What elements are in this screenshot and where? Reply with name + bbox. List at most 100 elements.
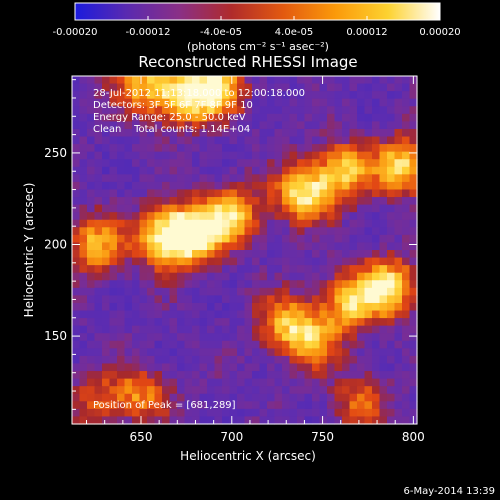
heatmap-cell (207, 272, 216, 281)
heatmap-cell (124, 136, 133, 145)
heatmap-cell (207, 348, 216, 357)
heatmap-cell (222, 310, 231, 319)
heatmap-cell (372, 371, 381, 380)
heatmap-cell (184, 189, 193, 198)
heatmap-cell (162, 302, 171, 312)
heatmap-cell (162, 242, 171, 251)
heatmap-cell (117, 174, 126, 183)
heatmap-cell (177, 242, 186, 251)
heatmap-cell (327, 302, 336, 312)
heatmap-cell (364, 257, 373, 266)
heatmap-cell (162, 318, 171, 327)
heatmap-cell (327, 166, 336, 175)
heatmap-cell (244, 242, 253, 251)
heatmap-cell (312, 310, 321, 319)
heatmap-cell (357, 393, 366, 402)
heatmap-cell (319, 250, 328, 259)
heatmap-cell (214, 401, 223, 410)
heatmap-cell (282, 393, 291, 402)
heatmap-cell (72, 371, 81, 380)
heatmap-cell (79, 189, 88, 198)
heatmap-cell (229, 189, 238, 198)
heatmap-cell (402, 76, 411, 85)
heatmap-cell (327, 204, 336, 213)
heatmap-cell (94, 242, 103, 251)
heatmap-cell (267, 302, 276, 312)
heatmap-cell (222, 98, 231, 107)
heatmap-cell (102, 250, 111, 259)
heatmap-cell (282, 212, 291, 221)
heatmap-cell (252, 318, 261, 327)
heatmap-cell (267, 113, 276, 122)
heatmap-cell (207, 416, 216, 425)
heatmap-cell (237, 348, 246, 357)
heatmap-cell (102, 181, 111, 191)
heatmap-cell (244, 363, 253, 372)
heatmap-cell (87, 91, 96, 100)
heatmap-cell (132, 98, 141, 107)
heatmap-cell (409, 227, 418, 236)
heatmap-cell (72, 181, 81, 191)
heatmap-cell (409, 355, 418, 365)
heatmap-cell (334, 333, 343, 342)
heatmap-cell (387, 189, 396, 198)
heatmap-cell (357, 128, 366, 138)
heatmap-cell (184, 113, 193, 122)
heatmap-cell (87, 318, 96, 327)
heatmap-cell (402, 166, 411, 175)
heatmap-cell (199, 212, 208, 221)
heatmap-cell (244, 234, 253, 244)
heatmap-cell (379, 136, 388, 145)
heatmap-cell (192, 348, 201, 357)
heatmap-cell (94, 144, 103, 153)
heatmap-cell (297, 91, 306, 100)
heatmap-cell (327, 393, 336, 402)
heatmap-cell (304, 355, 313, 365)
heatmap-cell (132, 219, 141, 228)
heatmap-cell (192, 242, 201, 251)
heatmap-cell (192, 197, 201, 206)
heatmap-cell (177, 227, 186, 236)
heatmap-cell (117, 136, 126, 145)
heatmap-cell (342, 340, 351, 349)
heatmap-cell (139, 234, 148, 244)
heatmap-cell (169, 348, 178, 357)
heatmap-cell (394, 257, 403, 266)
heatmap-cell (192, 144, 201, 153)
heatmap-cell (244, 219, 253, 228)
heatmap-cell (139, 408, 148, 418)
heatmap-cell (169, 91, 178, 100)
heatmap-cell (312, 302, 321, 312)
heatmap-cell (372, 219, 381, 228)
heatmap-cell (124, 174, 133, 183)
heatmap-cell (177, 136, 186, 145)
heatmap-cell (237, 166, 246, 175)
heatmap-cell (364, 280, 373, 289)
heatmap-cell (222, 363, 231, 372)
heatmap-cell (304, 272, 313, 281)
heatmap-cell (304, 174, 313, 183)
heatmap-cell (289, 106, 298, 115)
heatmap-cell (282, 219, 291, 228)
heatmap-cell (154, 416, 163, 425)
heatmap-cell (342, 318, 351, 327)
heatmap-cell (102, 333, 111, 342)
heatmap-cell (169, 257, 178, 266)
heatmap-cell (297, 174, 306, 183)
heatmap-cell (364, 189, 373, 198)
heatmap-cell (379, 113, 388, 122)
heatmap-cell (184, 98, 193, 107)
heatmap-cell (72, 98, 81, 107)
heatmap-cell (282, 136, 291, 145)
heatmap-cell (259, 318, 268, 327)
heatmap-cell (282, 401, 291, 410)
heatmap-cell (72, 363, 81, 372)
heatmap-cell (162, 189, 171, 198)
heatmap-cell (139, 91, 148, 100)
heatmap-cell (177, 348, 186, 357)
heatmap-cell (297, 378, 306, 387)
heatmap-cell (282, 159, 291, 168)
heatmap-cell (282, 371, 291, 380)
heatmap-cell (109, 151, 118, 160)
heatmap-cell (267, 159, 276, 168)
